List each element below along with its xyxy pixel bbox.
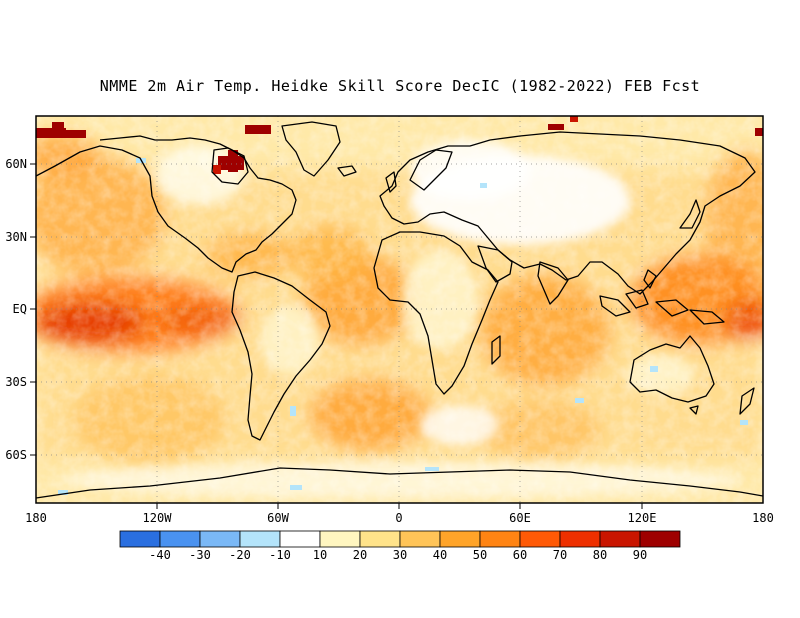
y-tick-label: 60N [5, 157, 27, 171]
colorbar-swatch [239, 530, 281, 548]
colorbar-swatch [559, 530, 601, 548]
colorbar-label: 60 [513, 548, 527, 562]
colorbar-swatch [199, 530, 241, 548]
colorbar-labels: -40 -30 -20 -10 10 20 30 40 50 60 70 80 90 [149, 548, 647, 562]
y-tick-label: 30S [5, 375, 27, 389]
y-axis-labels: 60N 30N EQ 30S 60S [5, 157, 27, 462]
x-tick-label: 120W [143, 511, 173, 525]
colorbar-swatch [599, 530, 641, 548]
colorbar-label: 30 [393, 548, 407, 562]
y-tick-label: 30N [5, 230, 27, 244]
colorbar-label: 50 [473, 548, 487, 562]
colorbar-label: -20 [229, 548, 251, 562]
colorbar-label: 70 [553, 548, 567, 562]
x-tick-label: 0 [395, 511, 402, 525]
colorbar-label: 40 [433, 548, 447, 562]
colorbar-label: -10 [269, 548, 291, 562]
colorbar-label: 80 [593, 548, 607, 562]
colorbar-swatch [159, 530, 201, 548]
y-tick-label: EQ [13, 302, 27, 316]
colorbar-swatch [319, 530, 361, 548]
map-title: NMME 2m Air Temp. Heidke Skill Score Dec… [99, 77, 701, 95]
colorbar [119, 530, 681, 548]
colorbar-label: 20 [353, 548, 367, 562]
colorbar-swatch [639, 530, 681, 548]
colorbar-label: 90 [633, 548, 647, 562]
colorbar-swatch [439, 530, 481, 548]
x-tick-label: 180 [752, 511, 774, 525]
x-tick-label: 60E [509, 511, 531, 525]
skill-field [36, 116, 763, 503]
colorbar-label: 10 [313, 548, 327, 562]
colorbar-label: -30 [189, 548, 211, 562]
colorbar-swatch [119, 530, 161, 548]
x-axis-labels: 180 120W 60W 0 60E 120E 180 [25, 511, 774, 525]
colorbar-swatch [479, 530, 521, 548]
coastlines [36, 121, 763, 499]
colorbar-swatch [399, 530, 441, 548]
colorbar-swatch [359, 530, 401, 548]
colorbar-label: -40 [149, 548, 171, 562]
x-tick-label: 180 [25, 511, 47, 525]
colorbar-swatch [279, 530, 321, 548]
colorbar-swatch [519, 530, 561, 548]
x-tick-label: 60W [267, 511, 289, 525]
y-tick-label: 60S [5, 448, 27, 462]
x-tick-label: 120E [628, 511, 657, 525]
